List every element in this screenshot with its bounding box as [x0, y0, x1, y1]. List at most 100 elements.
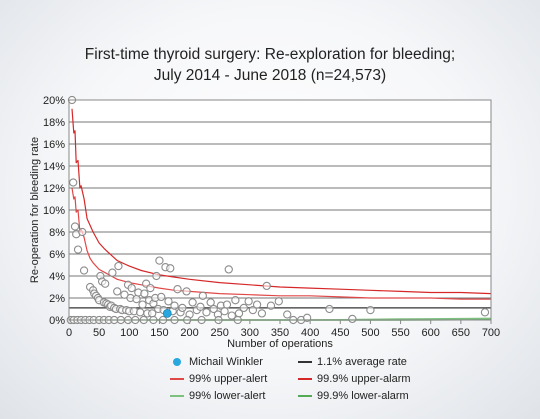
- highlight-point: [162, 308, 172, 318]
- data-point: [155, 256, 164, 265]
- x-tick-label: 350: [271, 327, 289, 339]
- data-point: [224, 265, 233, 274]
- y-tick-label: 14%: [43, 161, 65, 173]
- data-point: [101, 279, 110, 288]
- x-tick-label: 550: [391, 327, 409, 339]
- data-point: [138, 300, 147, 309]
- data-point: [262, 281, 271, 291]
- legend-line-average: [298, 361, 312, 363]
- legend-item-average: 1.1% average rate: [298, 356, 407, 368]
- y-tick-label: 2%: [49, 293, 65, 305]
- legend-label-highlight: Michail Winkler: [189, 356, 263, 368]
- data-point: [182, 287, 191, 296]
- data-point: [178, 303, 187, 313]
- highlight-point-layer: [162, 308, 172, 318]
- data-point: [78, 227, 87, 237]
- data-point: [79, 266, 89, 275]
- data-point: [173, 285, 182, 294]
- data-point: [198, 291, 207, 300]
- x-tick-label: 450: [331, 327, 349, 339]
- legend-label-lower-alert: 99% lower-alert: [189, 390, 266, 402]
- grid-lines: [69, 121, 491, 299]
- legend-item-lower-alarm: 99.9% lower-alarm: [298, 390, 409, 402]
- data-point: [170, 301, 179, 310]
- data-point: [135, 308, 145, 317]
- data-point: [239, 303, 248, 313]
- data-point: [248, 305, 258, 315]
- x-axis-ticks: 0 50 100 150 200 250 300 350 400 450 500 550 600 650 7…: [66, 320, 500, 339]
- data-point: [69, 178, 78, 187]
- data-point: [348, 314, 357, 324]
- data-point: [252, 300, 262, 309]
- y-tick-label: 10%: [43, 205, 65, 217]
- plot-frame: [68, 99, 492, 321]
- data-point: [222, 300, 232, 309]
- data-point: [113, 287, 122, 296]
- data-point: [188, 298, 197, 307]
- legend-label-lower-alarm: 99.9% lower-alarm: [317, 390, 409, 402]
- x-tick-label: 250: [211, 327, 229, 339]
- upper-alarm-line: [71, 108, 492, 295]
- data-point: [146, 283, 155, 293]
- y-tick-label: 12%: [43, 183, 65, 195]
- x-tick-label: 600: [422, 327, 440, 339]
- chart-title-line2: July 2014 - June 2018 (n=24,573): [153, 67, 387, 84]
- data-point: [231, 296, 240, 305]
- y-axis-ticks: 0% 2% 4% 6% 8% 10% 12% 14% 16% 18% 20%: [43, 95, 65, 327]
- legend-label-upper-alert: 99% upper-alert: [189, 373, 268, 385]
- x-tick-label: 300: [241, 327, 259, 339]
- legend-dot-highlight: [173, 358, 181, 366]
- data-point: [227, 311, 236, 320]
- legend-item-highlight: Michail Winkler: [170, 356, 263, 368]
- data-point: [70, 222, 80, 231]
- legend-item-lower-alert: 99% lower-alert: [170, 390, 265, 402]
- legend-line-upper-alert: [170, 378, 184, 380]
- x-tick-label: 200: [180, 327, 198, 339]
- data-point: [325, 304, 334, 314]
- y-tick-label: 20%: [43, 95, 65, 107]
- data-point: [140, 289, 149, 298]
- y-tick-label: 6%: [49, 249, 65, 261]
- data-point: [480, 308, 490, 317]
- x-tick-label: 700: [482, 327, 500, 339]
- legend-item-upper-alarm: 99.9% upper-alarm: [298, 373, 411, 385]
- legend-line-upper-alarm: [298, 378, 312, 380]
- data-point: [114, 261, 123, 271]
- data-point: [73, 245, 83, 254]
- data-point: [244, 297, 253, 306]
- legend-item-upper-alert: 99% upper-alert: [170, 373, 267, 385]
- data-point: [206, 298, 215, 307]
- data-point: [209, 304, 218, 314]
- data-point: [164, 297, 173, 306]
- data-point: [152, 271, 161, 281]
- y-tick-label: 8%: [49, 227, 65, 239]
- data-points: [66, 95, 490, 325]
- data-point: [166, 264, 175, 273]
- y-tick-label: 18%: [43, 117, 65, 129]
- data-point: [266, 301, 276, 310]
- upper-alert-line: [71, 187, 491, 300]
- data-point: [257, 309, 267, 318]
- data-point: [157, 292, 166, 302]
- data-point: [196, 302, 205, 311]
- data-point: [127, 283, 136, 293]
- x-axis-label: Number of operations: [227, 338, 333, 350]
- data-point: [366, 305, 375, 315]
- y-tick-label: 16%: [43, 139, 65, 151]
- data-point: [108, 268, 117, 277]
- legend-line-lower-alert: [170, 395, 184, 397]
- x-tick-label: 400: [301, 327, 319, 339]
- y-tick-label: 0%: [49, 315, 65, 327]
- x-tick-label: 100: [120, 327, 138, 339]
- data-point: [283, 310, 292, 319]
- data-point: [274, 297, 283, 306]
- legend-label-upper-alarm: 99.9% upper-alarm: [317, 373, 411, 385]
- legend-label-average: 1.1% average rate: [317, 356, 407, 368]
- data-point: [202, 308, 211, 317]
- x-tick-label: 650: [452, 327, 470, 339]
- legend-line-lower-alarm: [298, 395, 312, 397]
- chart-title-line1: First-time thyroid surgery: Re-explorati…: [84, 46, 456, 63]
- y-axis-label: Re-operation for bleeding rate: [29, 137, 41, 283]
- y-tick-label: 4%: [49, 271, 65, 283]
